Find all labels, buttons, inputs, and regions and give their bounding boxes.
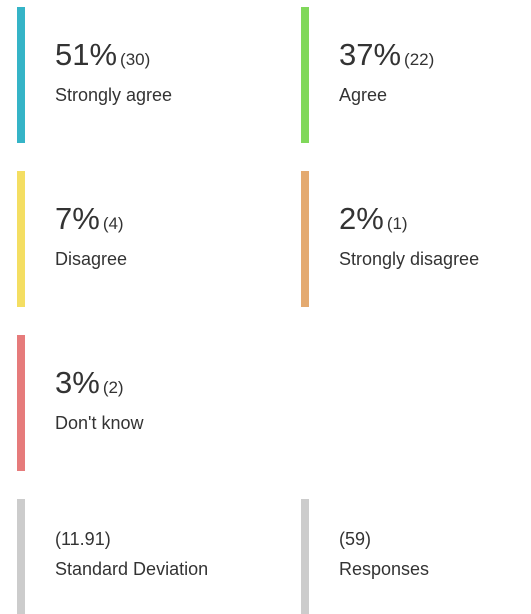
color-bar (17, 7, 25, 143)
percent: 2% (339, 201, 384, 236)
percent-line: 2% (1) (339, 201, 408, 237)
count: (30) (120, 50, 151, 69)
response-card: 7% (4) Disagree (17, 171, 287, 307)
color-bar (17, 335, 25, 471)
count: (1) (386, 214, 408, 233)
percent-line: 37% (22) (339, 37, 434, 73)
count: (22) (404, 50, 435, 69)
option-label: Disagree (55, 249, 128, 269)
option-label: Don't know (55, 413, 144, 433)
stat-label: Standard Deviation (55, 559, 209, 579)
color-bar (301, 499, 309, 614)
response-card: 37% (22) Agree (301, 7, 531, 143)
stat-label: Responses (339, 559, 430, 579)
percent: 3% (55, 365, 100, 400)
color-bar (301, 171, 309, 307)
color-bar (301, 7, 309, 143)
percent-line: 51% (30) (55, 37, 150, 73)
count: (4) (102, 214, 124, 233)
option-label: Strongly disagree (339, 249, 480, 269)
response-card: 2% (1) Strongly disagree (301, 171, 531, 307)
percent: 37% (339, 37, 402, 72)
percent: 51% (55, 37, 118, 72)
stat-card: (11.91) Standard Deviation (17, 499, 287, 614)
count: (2) (102, 378, 124, 397)
response-card: 3% (2) Don't know (17, 335, 287, 471)
stat-value: (59) (339, 529, 372, 549)
option-label: Agree (339, 85, 388, 105)
color-bar (17, 171, 25, 307)
stat-card: (59) Responses (301, 499, 531, 614)
response-card: 51% (30) Strongly agree (17, 7, 287, 143)
percent-line: 3% (2) (55, 365, 124, 401)
option-label: Strongly agree (55, 85, 173, 105)
stat-value: (11.91) (55, 529, 111, 549)
color-bar (17, 499, 25, 614)
percent-line: 7% (4) (55, 201, 124, 237)
percent: 7% (55, 201, 100, 236)
